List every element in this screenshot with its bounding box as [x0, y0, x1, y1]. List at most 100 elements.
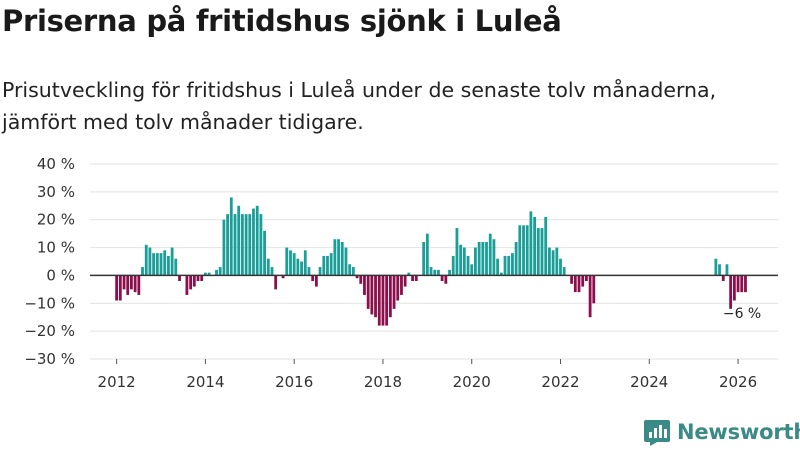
y-tick-label: 0 %	[46, 266, 75, 284]
bar	[326, 255, 329, 276]
bar	[355, 275, 359, 279]
x-tick-label: 2016	[275, 373, 313, 391]
y-tick-label: −10 %	[24, 294, 75, 312]
grid-lines	[90, 163, 778, 360]
x-tick-label: 2014	[186, 373, 224, 391]
bar	[514, 242, 518, 276]
x-tick-label: 2012	[98, 373, 136, 391]
bar	[204, 272, 207, 276]
bar	[285, 247, 289, 276]
bar	[533, 216, 537, 276]
bar	[130, 275, 133, 290]
bar	[115, 275, 119, 301]
bar	[363, 275, 366, 295]
bar	[559, 258, 562, 276]
chart-title: Priserna på fritidshus sjönk i Luleå	[2, 4, 562, 38]
bar	[440, 275, 444, 281]
bar	[725, 264, 729, 276]
bar	[133, 275, 137, 293]
y-axis-ticks: −30 % −20 % −10 % 0 % 10 % 20 % 30 % 40 %	[24, 155, 75, 368]
bar	[178, 275, 181, 281]
y-tick-label: 10 %	[37, 239, 75, 257]
bar	[263, 230, 266, 276]
bar	[433, 269, 437, 276]
bar	[481, 242, 485, 276]
newsworthy-logo: Newsworthy	[643, 418, 800, 446]
bar	[414, 275, 418, 281]
bar	[348, 264, 352, 276]
bar	[144, 244, 148, 276]
bar	[152, 253, 156, 276]
bar	[573, 275, 577, 293]
bar	[337, 239, 340, 276]
bar	[148, 247, 152, 276]
bar	[459, 244, 463, 276]
bar	[344, 247, 348, 276]
x-tick-label: 2020	[453, 373, 491, 391]
bar	[307, 267, 311, 276]
bar	[192, 275, 196, 287]
bar	[248, 214, 252, 276]
bar	[422, 242, 426, 276]
bar	[744, 275, 747, 293]
bar	[392, 275, 396, 309]
bar	[155, 253, 159, 276]
bar	[141, 267, 144, 276]
bar	[714, 258, 718, 276]
bar	[518, 225, 522, 276]
bar	[259, 214, 263, 276]
bar	[385, 275, 389, 326]
bar	[474, 247, 477, 276]
x-tick-label: 2018	[364, 373, 402, 391]
bar	[525, 225, 529, 276]
bar	[377, 275, 381, 326]
bar	[222, 219, 226, 276]
bar	[215, 269, 218, 276]
bar	[240, 214, 244, 276]
bar	[318, 267, 322, 276]
bars	[115, 197, 747, 326]
bar	[281, 275, 285, 279]
bar	[540, 228, 544, 276]
bar	[477, 242, 481, 276]
bar	[740, 275, 744, 293]
y-tick-label: −30 %	[24, 350, 75, 368]
bar	[544, 216, 548, 276]
bar	[437, 269, 440, 276]
bar	[174, 258, 178, 276]
bar	[551, 250, 555, 276]
x-tick-label: 2024	[630, 373, 668, 391]
bar	[351, 267, 355, 276]
bar	[196, 275, 200, 281]
x-axis-ticks: 2012 2014 2016 2018 2020 2022 2024 2026	[98, 359, 757, 391]
bar	[329, 253, 333, 276]
bar	[581, 275, 585, 287]
bar	[721, 275, 725, 281]
bar	[522, 225, 525, 276]
bar	[732, 275, 736, 301]
bar	[303, 250, 307, 276]
bar	[411, 275, 414, 281]
bar	[340, 242, 344, 276]
bar	[529, 211, 533, 276]
bar	[496, 258, 500, 276]
bar	[126, 275, 130, 295]
bar	[466, 255, 470, 276]
newsworthy-logo-icon	[644, 420, 670, 446]
bar	[507, 255, 511, 276]
bar	[118, 275, 122, 301]
bar	[296, 258, 300, 276]
bar	[488, 233, 492, 276]
bar	[577, 275, 581, 293]
bar	[396, 275, 400, 301]
bar	[366, 275, 370, 309]
bar	[359, 275, 363, 284]
bar	[207, 272, 211, 276]
bar	[570, 275, 573, 284]
bar	[170, 247, 174, 276]
bar	[314, 275, 318, 287]
bar	[381, 275, 385, 326]
bar	[226, 214, 229, 276]
bar	[255, 205, 259, 276]
bar	[289, 250, 292, 276]
